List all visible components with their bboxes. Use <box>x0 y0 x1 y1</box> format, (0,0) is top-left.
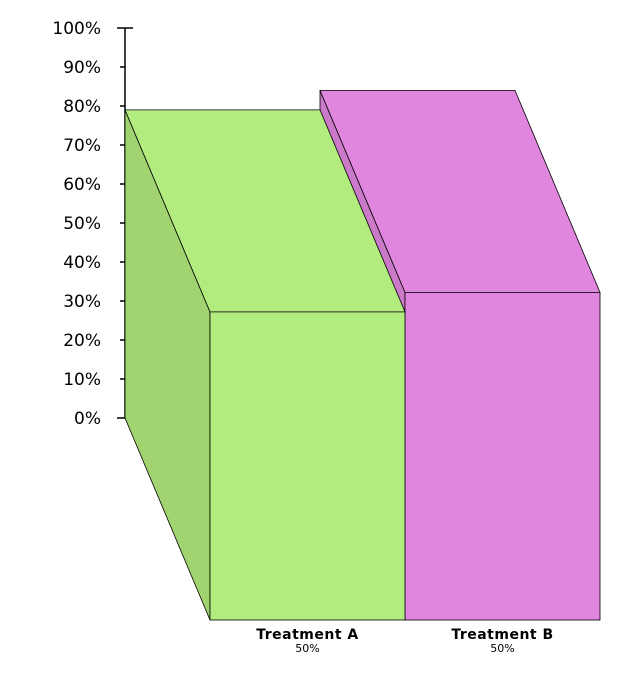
y-tick-label: 0% <box>74 409 101 429</box>
y-tick-label: 30% <box>63 292 101 312</box>
category-label: Treatment A <box>256 627 359 643</box>
bars <box>124 90 601 621</box>
category-width-label: 50% <box>490 642 514 655</box>
bar-front-face <box>209 311 406 621</box>
y-tick-label: 20% <box>63 331 101 351</box>
category-width-label: 50% <box>295 642 319 655</box>
y-tick-label: 50% <box>63 214 101 234</box>
bar-treatment-a <box>124 109 406 621</box>
y-tick-label: 10% <box>63 370 101 390</box>
y-tick-label: 100% <box>52 19 101 39</box>
y-tick-label: 40% <box>63 253 101 273</box>
bar-front-face <box>404 291 601 621</box>
category-label: Treatment B <box>451 627 553 643</box>
y-axis: 0% 10% 20% 30% 40% 50% 60% 70% 80% 90% 100% <box>52 19 133 429</box>
category-labels: Treatment A50%Treatment B50% <box>256 627 553 655</box>
y-tick-label: 80% <box>63 97 101 117</box>
y-tick-label: 60% <box>63 175 101 195</box>
y-tick-label: 90% <box>63 58 101 78</box>
y-tick-label: 70% <box>63 136 101 156</box>
